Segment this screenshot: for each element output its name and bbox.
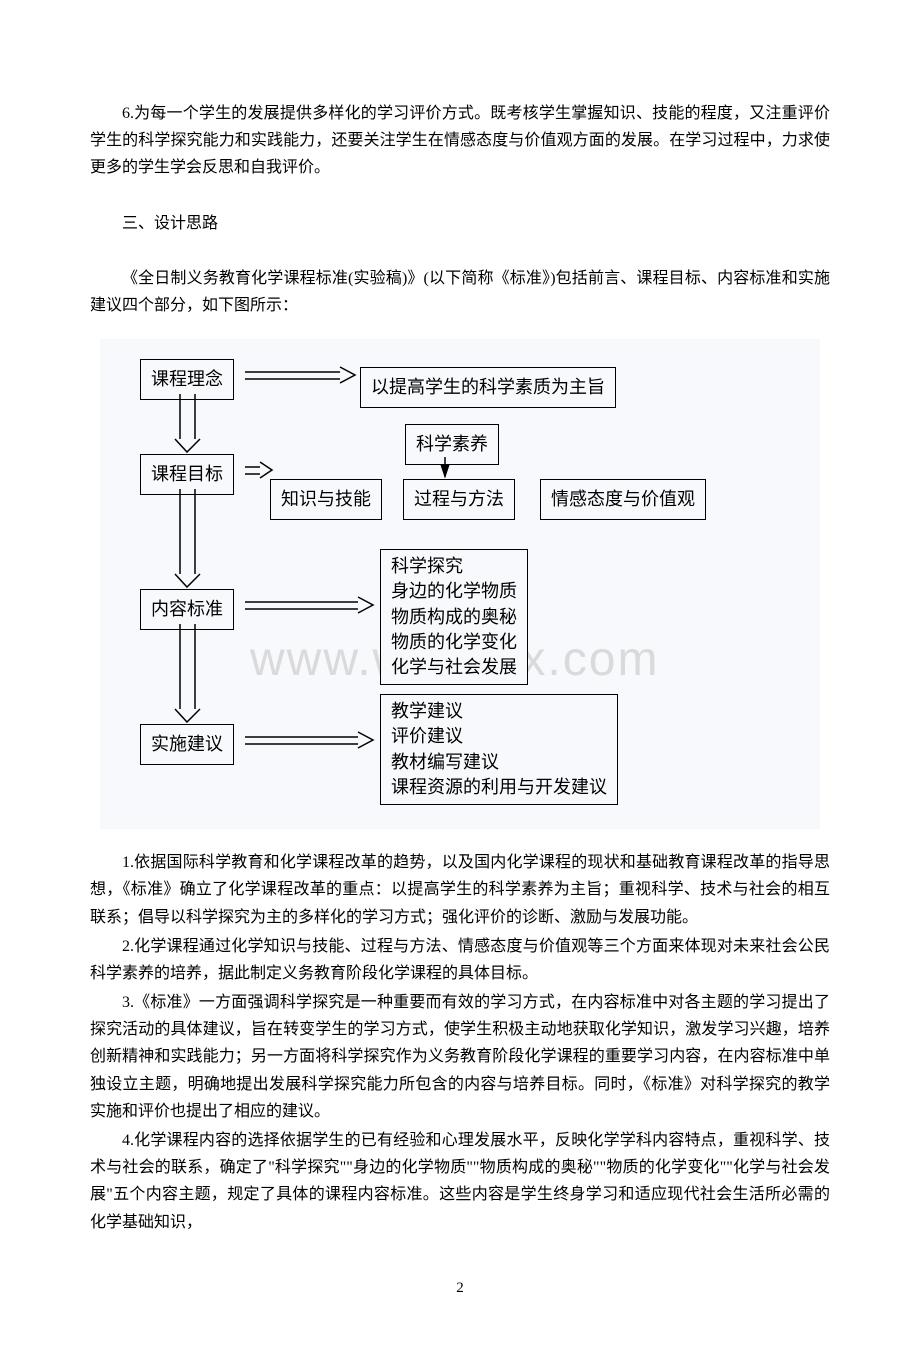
flowchart-arrows	[100, 339, 820, 829]
paragraph-num-3: 3.《标准》一方面强调科学探究是一种重要而有效的学习方式，在内容标准中对各主题的…	[90, 989, 830, 1125]
section-header-3: 三、设计思路	[90, 210, 830, 237]
paragraph-num-1: 1.依据国际科学教育和化学课程改革的趋势，以及国内化学课程的现状和基础教育课程改…	[90, 849, 830, 931]
paragraph-num-2: 2.化学课程通过化学知识与技能、过程与方法、情感态度与价值观等三个方面来体现对未…	[90, 933, 830, 987]
intro-paragraph: 《全日制义务教育化学课程标准(实验稿)》(以下简称《标准》)包括前言、课程目标、…	[90, 265, 830, 319]
paragraph-num-4: 4.化学课程内容的选择依据学生的已有经验和心理发展水平，反映化学学科内容特点，重…	[90, 1127, 830, 1236]
flowchart-diagram: www.wodocx.com 课程理念 课程目标 内容标准 实施建议 以提高学生…	[100, 339, 820, 829]
paragraph-6: 6.为每一个学生的发展提供多样化的学习评价方式。既考核学生掌握知识、技能的程度，…	[90, 100, 830, 182]
page-number: 2	[90, 1276, 830, 1302]
